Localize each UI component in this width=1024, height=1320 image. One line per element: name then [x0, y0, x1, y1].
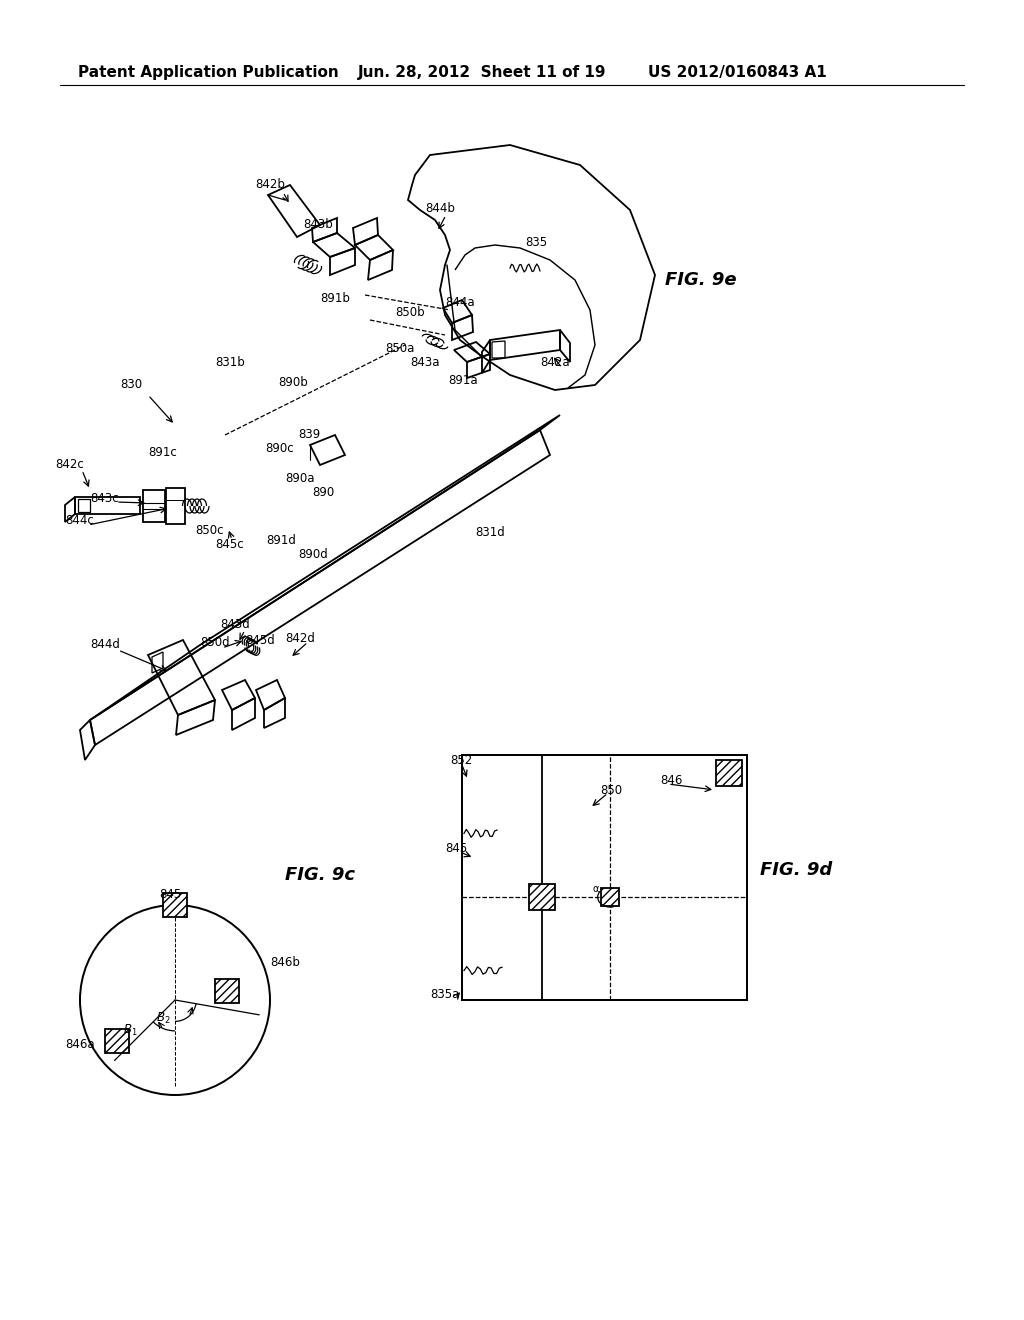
Text: 830: 830	[120, 379, 142, 392]
Text: 842c: 842c	[55, 458, 84, 471]
Bar	[528, 884, 555, 909]
Bar	[716, 760, 742, 785]
Text: 891d: 891d	[266, 533, 296, 546]
Text: 842b: 842b	[255, 178, 285, 191]
Text: $\mathit{B_2}$: $\mathit{B_2}$	[156, 1010, 170, 1026]
Text: 843c: 843c	[90, 491, 119, 504]
Bar	[601, 888, 620, 907]
Text: FIG. 9d: FIG. 9d	[760, 861, 833, 879]
Text: 845: 845	[159, 888, 181, 902]
Text: 846a: 846a	[65, 1039, 94, 1052]
Text: 844b: 844b	[425, 202, 455, 214]
Text: 850a: 850a	[385, 342, 415, 355]
Text: FIG. 9e: FIG. 9e	[665, 271, 736, 289]
Text: 842a: 842a	[540, 355, 569, 368]
Bar	[215, 978, 240, 1002]
Text: 835: 835	[525, 236, 547, 249]
Text: 891c: 891c	[148, 446, 177, 459]
Text: 843b: 843b	[303, 219, 333, 231]
Text: US 2012/0160843 A1: US 2012/0160843 A1	[648, 65, 826, 79]
Text: 843d: 843d	[220, 619, 250, 631]
Text: 843a: 843a	[410, 355, 439, 368]
Text: 891b: 891b	[319, 292, 350, 305]
Text: 891a: 891a	[449, 374, 477, 387]
Text: Patent Application Publication: Patent Application Publication	[78, 65, 339, 79]
Text: $\mathit{B_1}$: $\mathit{B_1}$	[123, 1023, 137, 1038]
Bar	[104, 1028, 129, 1053]
Text: 890d: 890d	[298, 549, 328, 561]
Text: 890a: 890a	[285, 471, 314, 484]
Text: FIG. 9c: FIG. 9c	[285, 866, 355, 884]
Text: 846: 846	[660, 774, 682, 787]
Text: 845c: 845c	[215, 539, 244, 552]
Text: 850: 850	[600, 784, 623, 796]
Text: 846b: 846b	[270, 957, 300, 969]
Text: 844a: 844a	[445, 296, 475, 309]
Text: 844c: 844c	[65, 513, 94, 527]
Text: 890: 890	[312, 486, 334, 499]
Text: 845: 845	[445, 842, 467, 854]
Bar	[163, 894, 187, 917]
Text: 831b: 831b	[215, 355, 245, 368]
Text: 850c: 850c	[195, 524, 223, 536]
Text: 842d: 842d	[285, 631, 314, 644]
Text: α: α	[592, 884, 599, 894]
Bar	[462, 755, 746, 1001]
Text: 831d: 831d	[475, 525, 505, 539]
Text: 839: 839	[298, 429, 321, 441]
Text: 850b: 850b	[395, 305, 425, 318]
Text: 850d: 850d	[200, 635, 229, 648]
Text: 844d: 844d	[90, 639, 120, 652]
Text: 845d: 845d	[245, 634, 274, 647]
Text: 852: 852	[450, 754, 472, 767]
Text: 890c: 890c	[265, 441, 294, 454]
Text: 835a: 835a	[430, 989, 460, 1002]
Text: Jun. 28, 2012  Sheet 11 of 19: Jun. 28, 2012 Sheet 11 of 19	[358, 65, 606, 79]
Text: 890b: 890b	[278, 375, 308, 388]
